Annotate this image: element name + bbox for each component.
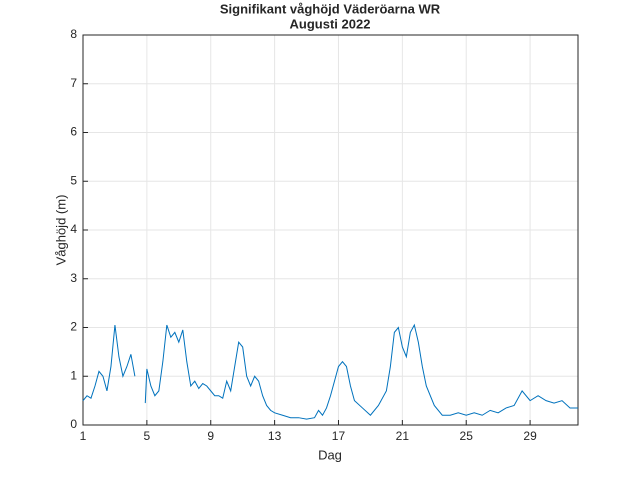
- x-tick-label: 25: [460, 429, 474, 443]
- y-tick-label: 5: [70, 173, 77, 187]
- y-tick-label: 8: [70, 27, 77, 41]
- y-tick-label: 2: [70, 320, 77, 334]
- x-tick-label: 13: [268, 429, 282, 443]
- x-tick-label: 9: [207, 429, 214, 443]
- y-tick-label: 7: [70, 76, 77, 90]
- x-tick-label: 5: [144, 429, 151, 443]
- y-axis-label: Våghöjd (m): [53, 195, 68, 266]
- chart-title: Signifikant våghöjd Väderöarna WR: [220, 1, 441, 16]
- x-tick-label: 29: [523, 429, 537, 443]
- x-tick-label: 21: [396, 429, 410, 443]
- x-tick-label: 17: [332, 429, 346, 443]
- y-tick-label: 3: [70, 271, 77, 285]
- chart-subtitle: Augusti 2022: [290, 16, 371, 31]
- x-axis-label: Dag: [318, 447, 342, 462]
- y-tick-label: 6: [70, 125, 77, 139]
- data-line: [82, 323, 578, 420]
- y-tick-label: 0: [70, 417, 77, 431]
- x-tick-label: 1: [80, 429, 87, 443]
- y-tick-label: 1: [70, 368, 77, 382]
- y-tick-label: 4: [70, 222, 77, 236]
- plot-frame: [82, 34, 579, 426]
